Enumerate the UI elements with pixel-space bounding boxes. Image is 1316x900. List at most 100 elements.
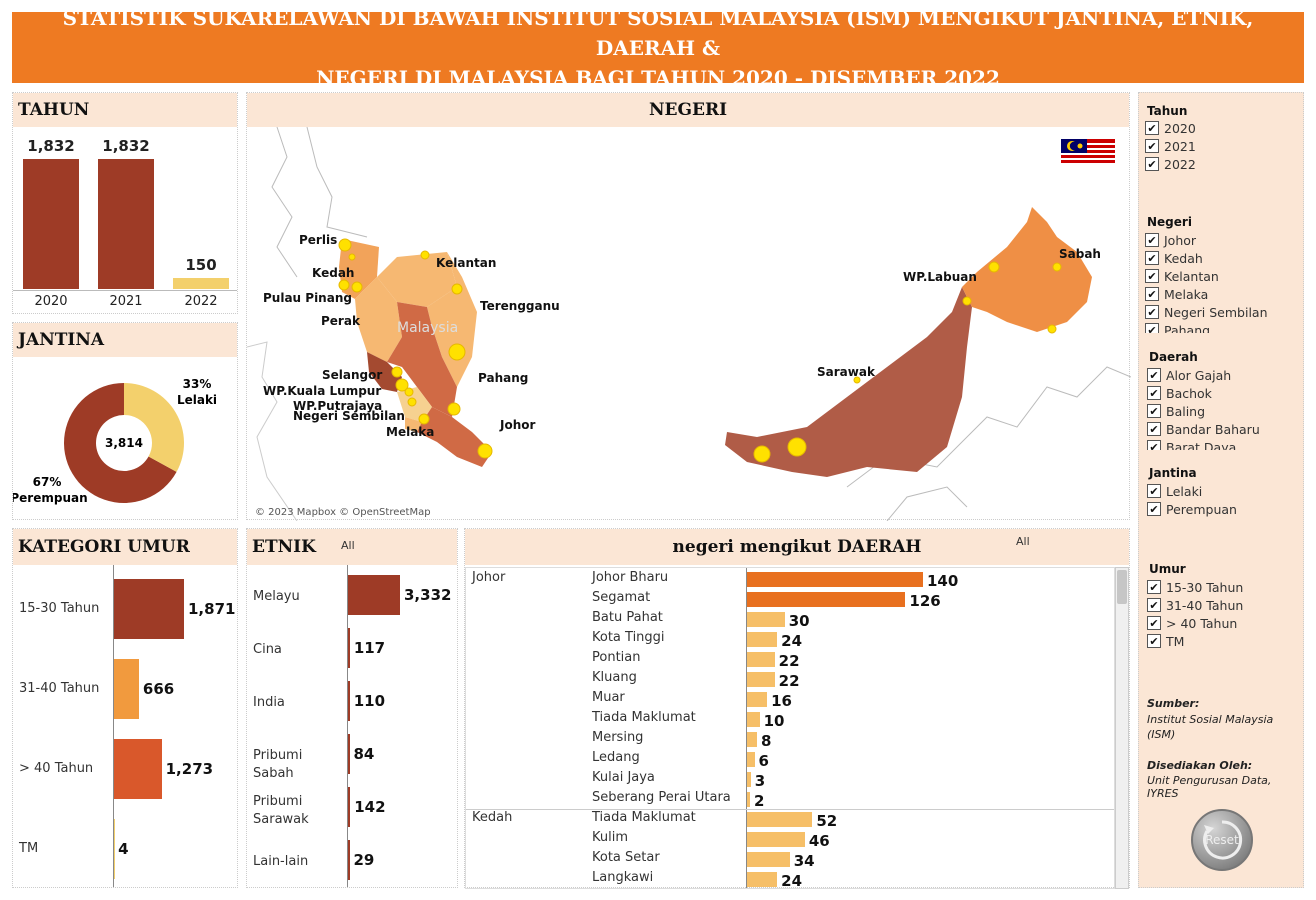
filter-negeri-option[interactable]: ✔ Melaka [1145, 285, 1208, 303]
checkbox-checked-icon[interactable]: ✔ [1147, 580, 1161, 594]
daerah-bar[interactable] [747, 652, 775, 667]
state-melaka[interactable] [405, 417, 422, 432]
filter-daerah-option[interactable]: ✔ Baling [1147, 402, 1205, 420]
filter-negeri-list[interactable]: ✔ Johor ✔ Kedah ✔ Kelantan ✔ Melaka ✔ Negeri Semb… [1145, 231, 1301, 333]
point-perak[interactable] [351, 281, 363, 293]
filter-daerah-option[interactable]: ✔ Bachok [1147, 384, 1212, 402]
daerah-bar[interactable] [747, 812, 813, 827]
point-johor-bharu[interactable] [477, 443, 493, 459]
checkbox-checked-icon[interactable]: ✔ [1145, 233, 1159, 247]
checkbox-checked-icon[interactable]: ✔ [1145, 121, 1159, 135]
point-sabah-east[interactable] [1047, 324, 1057, 334]
filter-negeri-option[interactable]: ✔ Negeri Sembilan [1145, 303, 1268, 321]
point-johor[interactable] [447, 402, 461, 416]
umur-bar[interactable] [114, 579, 184, 639]
filter-umur-option[interactable]: ✔ 31-40 Tahun [1147, 596, 1243, 614]
daerah-bar[interactable] [747, 792, 750, 807]
filter-jantina-option[interactable]: ✔ Lelaki [1147, 482, 1202, 500]
etnik-bar[interactable] [348, 628, 350, 668]
checkbox-checked-icon[interactable]: ✔ [1145, 251, 1159, 265]
checkbox-checked-icon[interactable]: ✔ [1145, 323, 1159, 333]
filter-negeri-option[interactable]: ✔ Kelantan [1145, 267, 1219, 285]
daerah-scrollbar[interactable] [1115, 567, 1129, 889]
donut-slice-lelaki[interactable] [124, 383, 184, 472]
point-pahang[interactable] [448, 343, 466, 361]
point-negeri-sembilan[interactable] [407, 397, 417, 407]
filter-negeri-option[interactable]: ✔ Johor [1145, 231, 1196, 249]
checkbox-checked-icon[interactable]: ✔ [1147, 598, 1161, 612]
daerah-bar[interactable] [747, 572, 923, 587]
point-kelantan[interactable] [420, 250, 430, 260]
daerah-all-filter[interactable]: All [1016, 535, 1030, 548]
checkbox-checked-icon[interactable]: ✔ [1147, 616, 1161, 630]
point-perlis[interactable] [338, 238, 352, 252]
filter-daerah-option[interactable]: ✔ Alor Gajah [1147, 366, 1231, 384]
filter-daerah-option[interactable]: ✔ Bandar Baharu [1147, 420, 1260, 438]
checkbox-checked-icon[interactable]: ✔ [1145, 269, 1159, 283]
state-kelantan[interactable] [377, 252, 457, 307]
checkbox-checked-icon[interactable]: ✔ [1147, 404, 1161, 418]
year-bar-2021[interactable] [98, 159, 154, 289]
etnik-bar[interactable] [348, 787, 351, 827]
malaysia-map[interactable]: Malaysia [247, 127, 1131, 521]
daerah-bar[interactable] [747, 752, 755, 767]
filter-negeri-option[interactable]: ✔ Kedah [1145, 249, 1203, 267]
state-selangor[interactable] [367, 352, 402, 392]
point-wp-labuan[interactable] [988, 261, 1000, 273]
filter-daerah-option[interactable]: ✔ Barat Daya [1147, 438, 1236, 450]
filter-jantina-option[interactable]: ✔ Perempuan [1147, 500, 1237, 518]
checkbox-checked-icon[interactable]: ✔ [1145, 157, 1159, 171]
daerah-bar[interactable] [747, 672, 775, 687]
filter-umur-option[interactable]: ✔ 15-30 Tahun [1147, 578, 1243, 596]
daerah-bar[interactable] [747, 872, 778, 887]
point-kuching[interactable] [787, 437, 807, 457]
daerah-bar[interactable] [747, 832, 805, 847]
checkbox-checked-icon[interactable]: ✔ [1145, 287, 1159, 301]
point-sabah[interactable] [1052, 262, 1062, 272]
etnik-bar[interactable] [348, 575, 400, 615]
year-bar-2020[interactable] [23, 159, 79, 289]
daerah-bar[interactable] [747, 732, 758, 747]
point-sabah-west[interactable] [962, 296, 972, 306]
filter-tahun-option[interactable]: ✔ 2020 [1145, 119, 1196, 137]
checkbox-checked-icon[interactable]: ✔ [1147, 502, 1161, 516]
point-wp-putrajaya[interactable] [404, 387, 414, 397]
point-selangor[interactable] [391, 366, 403, 378]
filter-negeri-option[interactable]: ✔ Pahang [1145, 321, 1210, 333]
daerah-bar[interactable] [747, 592, 906, 607]
point-sarawak[interactable] [853, 376, 861, 384]
daerah-scrollbar-thumb[interactable] [1117, 570, 1127, 604]
daerah-bar[interactable] [747, 612, 785, 627]
point-melaka[interactable] [418, 413, 430, 425]
umur-bar[interactable] [114, 739, 162, 799]
etnik-all-filter[interactable]: All [341, 539, 355, 552]
etnik-bar[interactable] [348, 734, 350, 774]
point-terengganu[interactable] [451, 283, 463, 295]
reset-button[interactable]: Reset [1191, 809, 1253, 871]
filter-umur-option[interactable]: ✔ TM [1147, 632, 1184, 650]
state-perak[interactable] [355, 277, 402, 362]
checkbox-checked-icon[interactable]: ✔ [1147, 422, 1161, 436]
checkbox-checked-icon[interactable]: ✔ [1145, 305, 1159, 319]
daerah-bar[interactable] [747, 772, 751, 787]
etnik-bar[interactable] [348, 840, 350, 880]
filter-umur-option[interactable]: ✔ > 40 Tahun [1147, 614, 1237, 632]
etnik-bar[interactable] [348, 681, 350, 721]
checkbox-checked-icon[interactable]: ✔ [1147, 440, 1161, 450]
year-bar-2022[interactable] [173, 278, 229, 289]
daerah-bar[interactable] [747, 852, 790, 867]
filter-daerah-list[interactable]: ✔ Alor Gajah ✔ Bachok ✔ Baling ✔ Bandar Baharu ✔… [1147, 366, 1303, 450]
state-sarawak[interactable] [725, 287, 972, 477]
checkbox-checked-icon[interactable]: ✔ [1147, 368, 1161, 382]
daerah-bar[interactable] [747, 632, 778, 647]
point-sarawak-west[interactable] [753, 445, 771, 463]
checkbox-checked-icon[interactable]: ✔ [1145, 139, 1159, 153]
point-pulau-pinang[interactable] [338, 279, 350, 291]
state-sabah[interactable] [962, 207, 1092, 332]
checkbox-checked-icon[interactable]: ✔ [1147, 634, 1161, 648]
filter-tahun-option[interactable]: ✔ 2022 [1145, 155, 1196, 173]
point-wp-kuala-lumpur[interactable] [395, 378, 409, 392]
umur-bar[interactable] [114, 659, 139, 719]
checkbox-checked-icon[interactable]: ✔ [1147, 386, 1161, 400]
point-kedah[interactable] [348, 253, 356, 261]
